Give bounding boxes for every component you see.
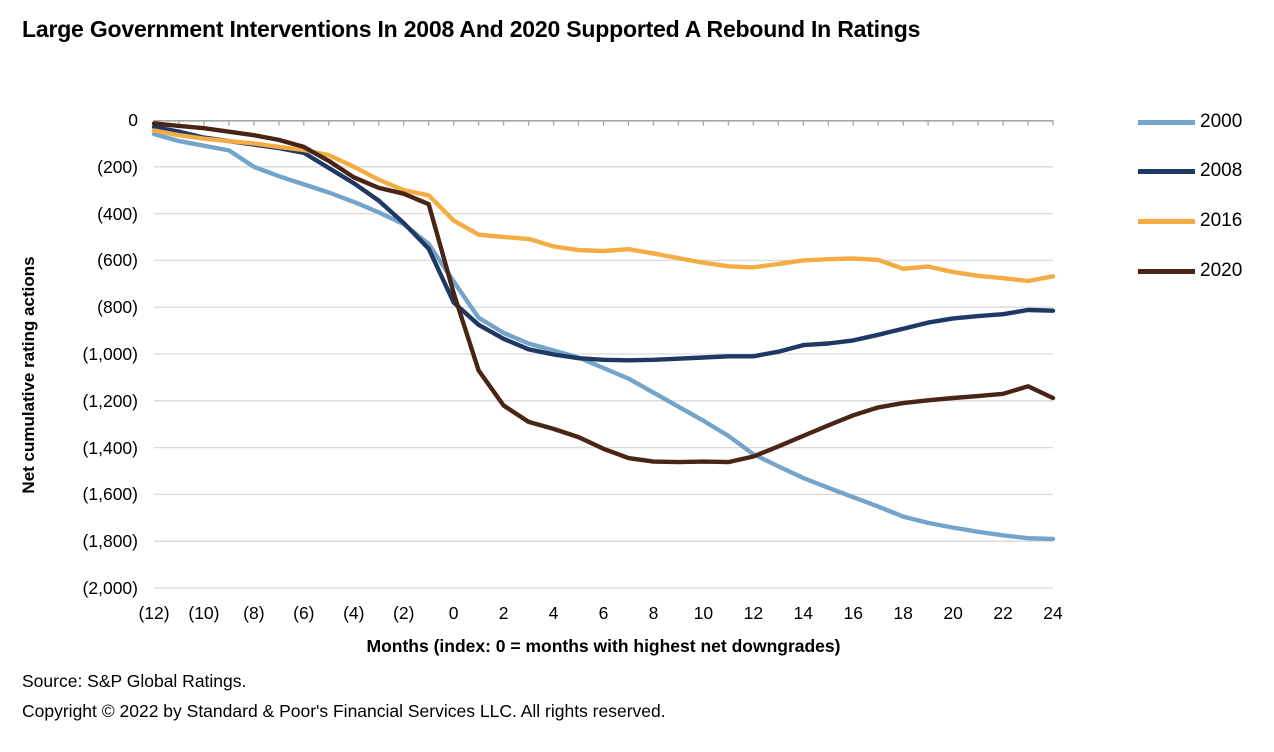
- x-tick-label: 2: [498, 603, 509, 623]
- chart-canvas: [151, 120, 1056, 589]
- series-line-2016: [151, 128, 1056, 284]
- series-line-2008: [151, 124, 1056, 363]
- y-tick-label: 0: [128, 110, 138, 130]
- legend-label-2008: 2008: [1200, 160, 1243, 181]
- y-tick-label: (1,400): [82, 437, 138, 458]
- legend-line-2020-icon: [1138, 268, 1195, 274]
- y-tick-label: (2,000): [82, 578, 138, 598]
- x-tick-label: (10): [188, 603, 220, 623]
- legend-label-2000: 2000: [1200, 111, 1243, 132]
- x-tick-label: 4: [548, 603, 559, 623]
- legend-item-2000: 2000: [1138, 111, 1242, 133]
- x-tick-label: 8: [648, 603, 659, 623]
- legend-item-2008: 2008: [1138, 160, 1242, 182]
- y-tick-label: (1,600): [82, 484, 138, 505]
- legend-label-2020: 2020: [1200, 260, 1243, 281]
- series-line-2020: [151, 121, 1056, 465]
- x-tick-label: (2): [393, 603, 415, 623]
- legend-line-2000-icon: [1138, 119, 1195, 125]
- y-tick-label: (200): [97, 156, 138, 177]
- x-tick-label: (4): [343, 603, 365, 623]
- x-tick-label: (8): [243, 603, 265, 623]
- legend-item-2020: 2020: [1138, 260, 1242, 282]
- x-tick-label: 16: [843, 603, 863, 623]
- x-tick-label: 12: [743, 603, 764, 623]
- x-tick-label: 24: [1043, 603, 1063, 623]
- legend-line-2016-icon: [1138, 218, 1195, 224]
- y-tick-label: (800): [97, 297, 138, 318]
- y-tick-label: (600): [97, 250, 138, 271]
- x-tick-label: 6: [598, 603, 609, 623]
- legend-label-2016: 2016: [1200, 210, 1243, 231]
- chart-title: Large Government Interventions In 2008 A…: [22, 16, 921, 42]
- x-axis-title: Months (index: 0 = months with highest n…: [366, 636, 841, 656]
- y-tick-label: (1,800): [82, 531, 138, 552]
- y-tick-label: (1,200): [82, 390, 138, 411]
- legend-item-2016: 2016: [1138, 210, 1242, 232]
- x-tick-label: 18: [893, 603, 913, 623]
- x-tick-label: 0: [448, 603, 459, 623]
- x-tick-label: 10: [693, 603, 714, 623]
- y-tick-label: (400): [97, 203, 138, 224]
- series-line-2000: [151, 131, 1056, 542]
- y-tick-label: (1,000): [82, 344, 138, 364]
- x-tick-label: (6): [293, 603, 315, 623]
- footer-copyright: Copyright © 2022 by Standard & Poor's Fi…: [22, 701, 666, 721]
- x-tick-label: (12): [138, 603, 170, 623]
- footer-source: Source: S&P Global Ratings.: [22, 671, 247, 691]
- legend-line-2008-icon: [1138, 168, 1195, 174]
- x-tick-label: 20: [943, 603, 963, 623]
- x-tick-label: 14: [793, 603, 813, 623]
- x-tick-label: 22: [993, 603, 1013, 623]
